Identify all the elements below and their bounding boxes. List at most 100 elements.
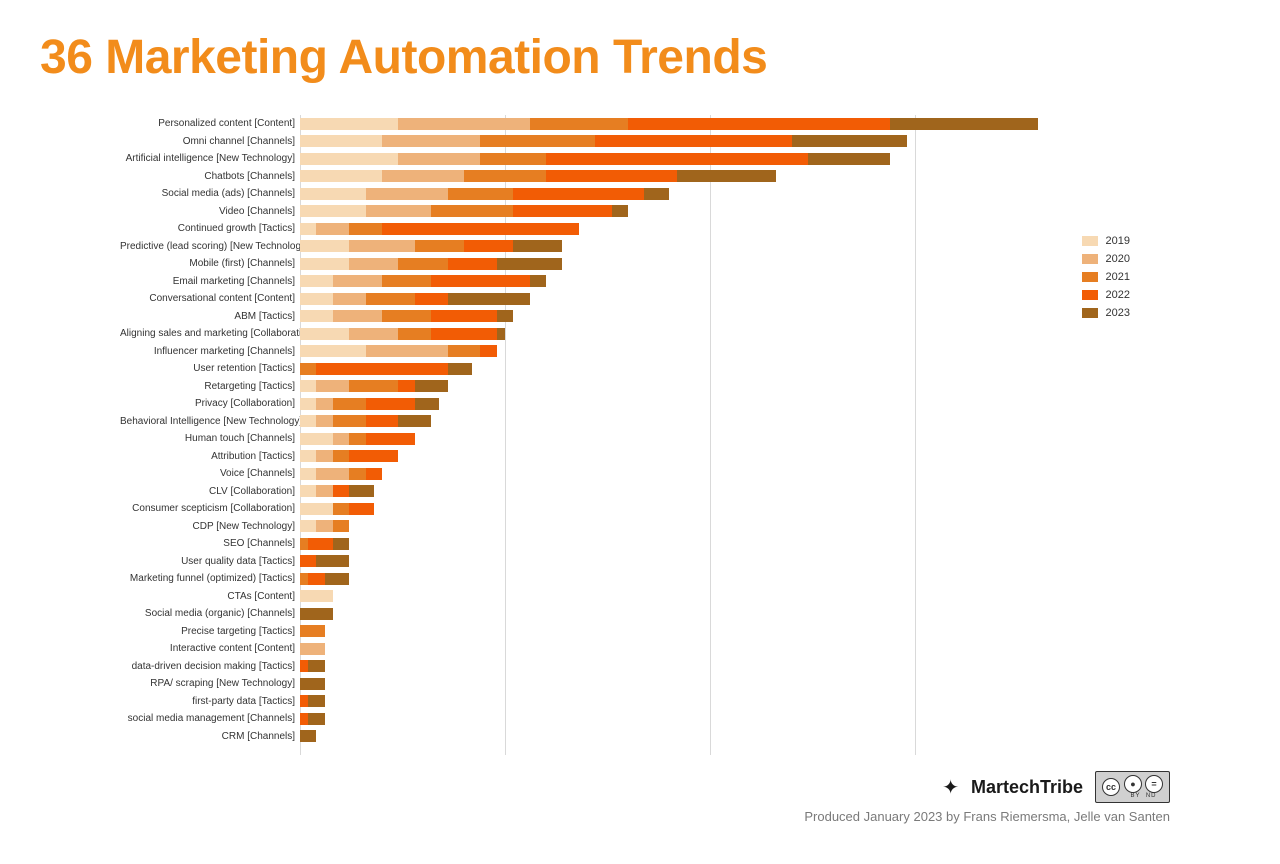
- row-label: social media management [Channels]: [120, 713, 300, 724]
- bar-segment-2023: [808, 153, 890, 165]
- bar-segment-2023: [677, 170, 775, 182]
- chart-row: Email marketing [Channels]: [120, 273, 1038, 291]
- cc-label: BY ND: [1130, 793, 1156, 799]
- stacked-bar: [300, 713, 325, 725]
- chart-row: ABM [Tactics]: [120, 308, 1038, 326]
- bar-segment-2019: [300, 468, 316, 480]
- bar-segment-2022: [300, 695, 308, 707]
- chart-row: Personalized content [Content]: [120, 115, 1038, 133]
- chart-row: User quality data [Tactics]: [120, 553, 1038, 571]
- bar-segment-2019: [300, 380, 316, 392]
- stacked-bar: [300, 223, 579, 235]
- bar-segment-2023: [300, 608, 333, 620]
- stacked-bar: [300, 573, 349, 585]
- bar-segment-2020: [398, 118, 529, 130]
- stacked-bar: [300, 240, 562, 252]
- bar-segment-2021: [398, 328, 431, 340]
- bar-segment-2019: [300, 223, 316, 235]
- bar-segment-2020: [366, 345, 448, 357]
- bar-segment-2022: [366, 415, 399, 427]
- bar-segment-2020: [398, 153, 480, 165]
- chart-row: Interactive content [Content]: [120, 640, 1038, 658]
- bar-segment-2021: [333, 520, 349, 532]
- bar-segment-2022: [349, 450, 398, 462]
- bar-segment-2021: [415, 240, 464, 252]
- bar-segment-2021: [530, 118, 628, 130]
- bar-segment-2019: [300, 240, 349, 252]
- bar-segment-2023: [644, 188, 669, 200]
- chart-row: Chatbots [Channels]: [120, 168, 1038, 186]
- bar-segment-2023: [890, 118, 1038, 130]
- row-label: CDP [New Technology]: [120, 521, 300, 532]
- row-label: Continued growth [Tactics]: [120, 223, 300, 234]
- stacked-bar: [300, 538, 349, 550]
- bar-segment-2019: [300, 275, 333, 287]
- bar-segment-2019: [300, 135, 382, 147]
- legend-item-2023: 2023: [1082, 307, 1130, 319]
- row-label: Social media (ads) [Channels]: [120, 188, 300, 199]
- row-label: Human touch [Channels]: [120, 433, 300, 444]
- chart-row: Marketing funnel (optimized) [Tactics]: [120, 570, 1038, 588]
- bar-segment-2021: [333, 415, 366, 427]
- stacked-bar: [300, 153, 890, 165]
- chart-row: Retargeting [Tactics]: [120, 378, 1038, 396]
- row-label: CTAs [Content]: [120, 591, 300, 602]
- bar-segment-2019: [300, 345, 366, 357]
- bar-segment-2022: [308, 573, 324, 585]
- bar-segment-2022: [464, 240, 513, 252]
- stacked-bar: [300, 363, 472, 375]
- bar-segment-2020: [333, 433, 349, 445]
- bar-segment-2023: [448, 293, 530, 305]
- row-label: Retargeting [Tactics]: [120, 381, 300, 392]
- bar-segment-2022: [382, 223, 579, 235]
- bar-segment-2021: [300, 625, 325, 637]
- bar-segment-2019: [300, 258, 349, 270]
- bar-segment-2023: [300, 678, 325, 690]
- bar-segment-2023: [349, 485, 374, 497]
- chart-row: Social media (ads) [Channels]: [120, 185, 1038, 203]
- bar-segment-2021: [300, 573, 308, 585]
- row-label: Social media (organic) [Channels]: [120, 608, 300, 619]
- stacked-bar: [300, 293, 530, 305]
- chart-row: Voice [Channels]: [120, 465, 1038, 483]
- legend-label: 2023: [1106, 307, 1130, 319]
- bar-segment-2020: [333, 293, 366, 305]
- bar-segment-2019: [300, 433, 333, 445]
- bar-segment-2019: [300, 485, 316, 497]
- chart-row: social media management [Channels]: [120, 710, 1038, 728]
- chart-legend: 20192020202120222023: [1082, 235, 1130, 325]
- bar-segment-2019: [300, 503, 333, 515]
- bar-segment-2021: [300, 363, 316, 375]
- bar-segment-2023: [448, 363, 473, 375]
- bar-segment-2023: [415, 398, 440, 410]
- chart-row: Attribution [Tactics]: [120, 448, 1038, 466]
- bar-segment-2019: [300, 293, 333, 305]
- bar-segment-2023: [300, 730, 316, 742]
- bar-segment-2023: [308, 660, 324, 672]
- bar-segment-2021: [480, 153, 546, 165]
- bar-segment-2022: [366, 433, 415, 445]
- cc-license-badge: cc ● = BY ND: [1095, 771, 1170, 803]
- brand-icon: ✦: [942, 775, 959, 800]
- stacked-bar: [300, 643, 325, 655]
- bar-segment-2023: [497, 258, 563, 270]
- bar-segment-2020: [316, 398, 332, 410]
- stacked-bar: [300, 398, 439, 410]
- chart-area: Personalized content [Content]Omni chann…: [120, 115, 1220, 795]
- bar-segment-2023: [612, 205, 628, 217]
- row-label: Influencer marketing [Channels]: [120, 346, 300, 357]
- bar-segment-2023: [497, 310, 513, 322]
- bar-segment-2019: [300, 415, 316, 427]
- stacked-bar: [300, 205, 628, 217]
- bar-segment-2023: [513, 240, 562, 252]
- stacked-bar: [300, 678, 325, 690]
- legend-item-2019: 2019: [1082, 235, 1130, 247]
- bar-segment-2020: [349, 240, 415, 252]
- chart-row: Behavioral Intelligence [New Technology]: [120, 413, 1038, 431]
- bar-segment-2020: [366, 205, 432, 217]
- credit-text: Produced January 2023 by Frans Riemersma…: [804, 809, 1170, 824]
- legend-item-2021: 2021: [1082, 271, 1130, 283]
- bar-segment-2021: [349, 468, 365, 480]
- legend-swatch: [1082, 272, 1098, 282]
- bar-segment-2020: [366, 188, 448, 200]
